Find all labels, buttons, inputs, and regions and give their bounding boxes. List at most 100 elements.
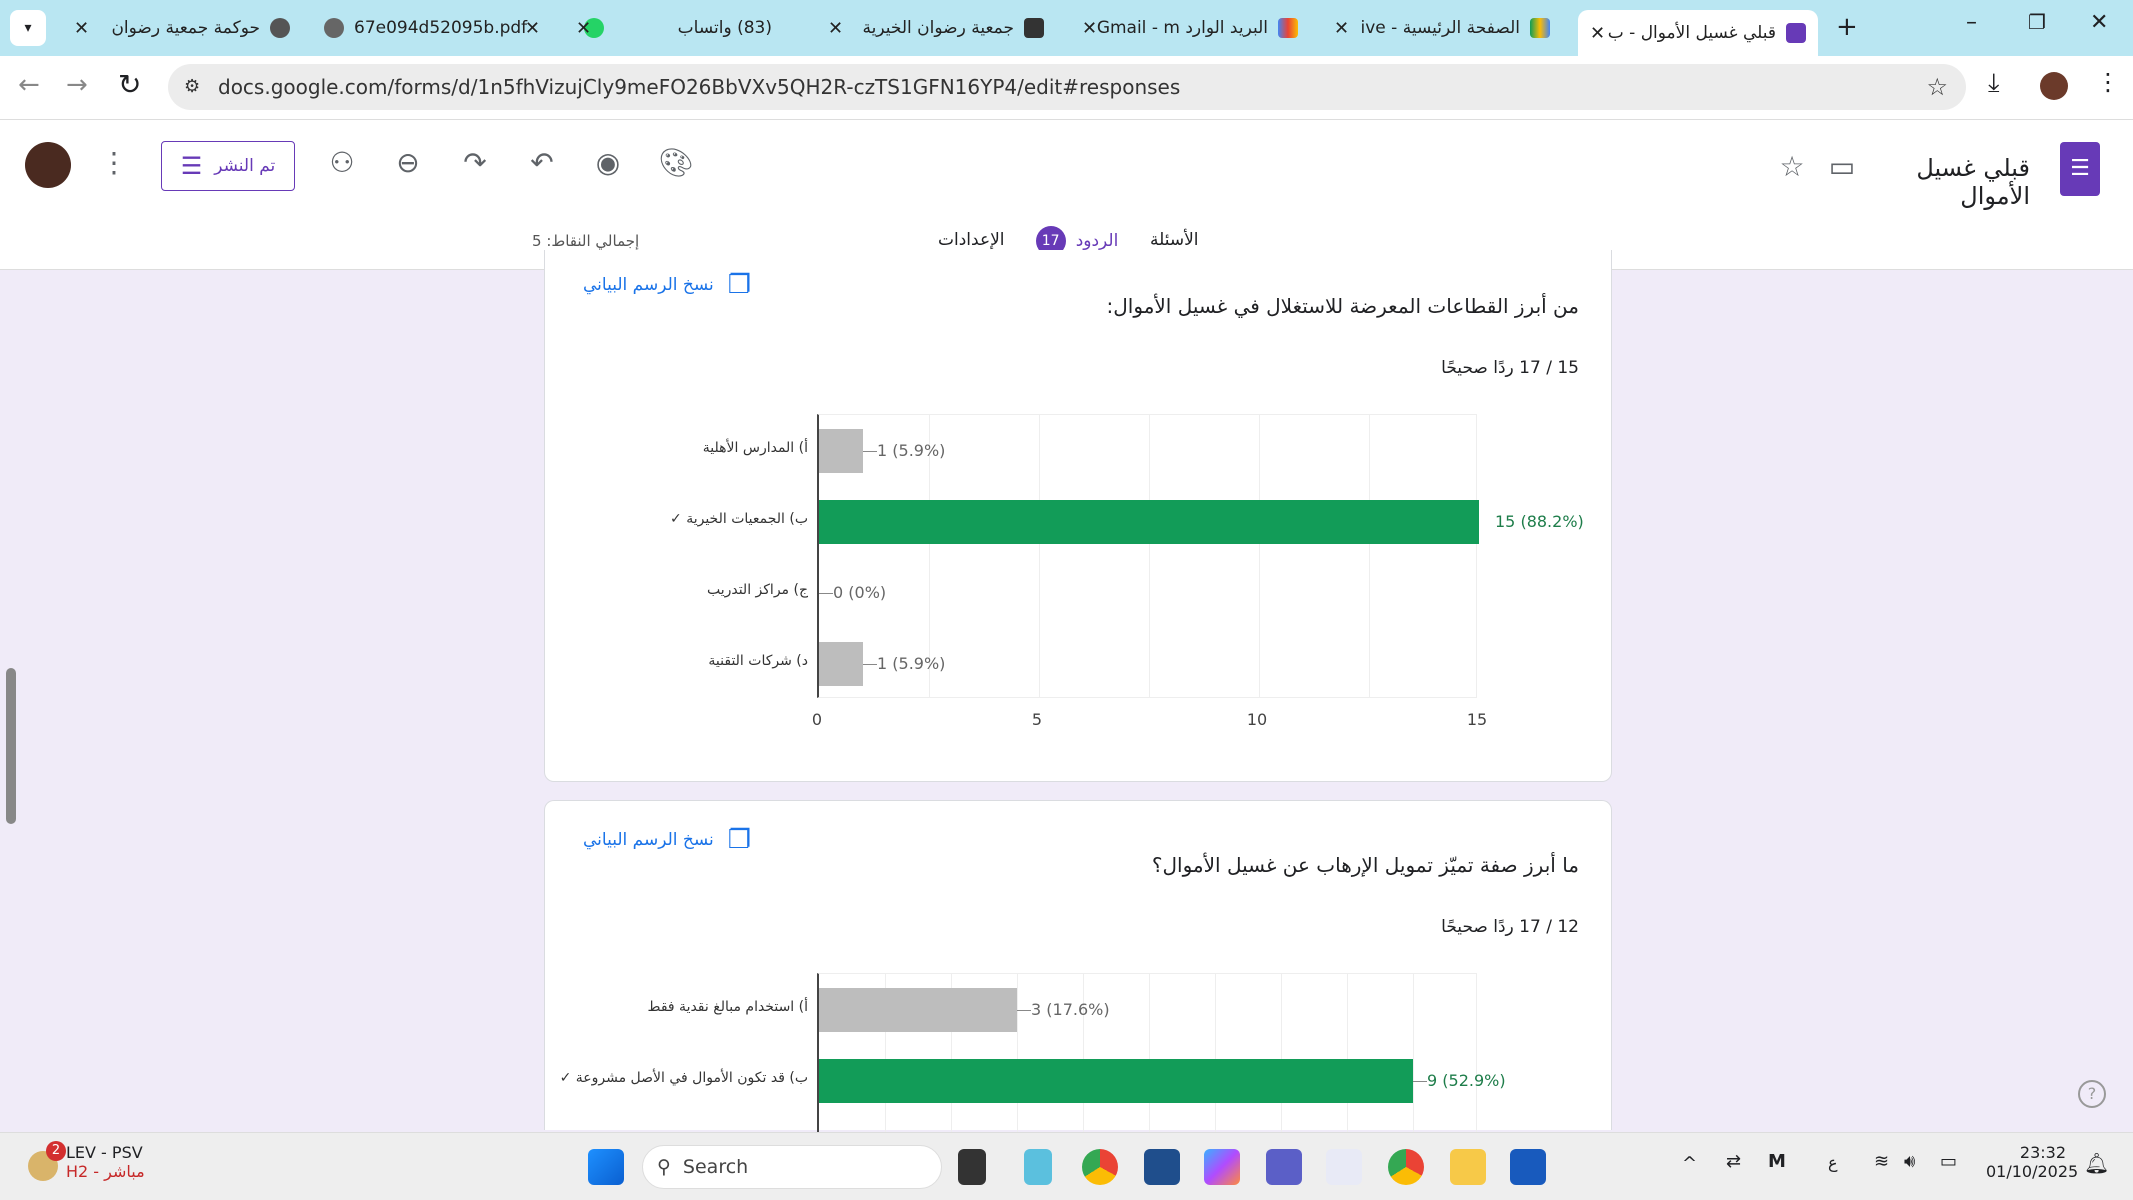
add-collaborator-icon[interactable]: ⚇ [329, 146, 355, 179]
teams-icon[interactable] [1266, 1149, 1302, 1185]
tab-settings[interactable]: الإعدادات [938, 230, 1005, 250]
bar-chart: 1 (5.9%) 15 (88.2%) 0 (0%) 1 (5.9%) أ) المدا… [545, 250, 1613, 782]
tab-label: البريد الوارد Gmail - m [1096, 18, 1268, 38]
copy-chart-button[interactable]: ❐ نسخ الرسم البياني [583, 270, 751, 300]
task-view-icon[interactable] [958, 1149, 986, 1185]
snipping-tool-icon[interactable] [1326, 1149, 1362, 1185]
folder-icon[interactable]: ▭ [1828, 150, 1856, 183]
volume-icon[interactable]: 🔊︎ [1904, 1151, 1916, 1172]
gmail-icon [1278, 18, 1298, 38]
form-title[interactable]: قبلي غسيل الأموال [1916, 154, 2030, 210]
close-tab-icon[interactable]: ✕ [1334, 17, 1350, 39]
help-icon[interactable]: ? [2078, 1080, 2106, 1108]
chrome-profile-icon[interactable] [1388, 1149, 1424, 1185]
undo-icon[interactable]: ↶ [530, 146, 554, 179]
link-icon[interactable]: ⊖ [396, 146, 420, 179]
browser-tab[interactable]: الصفحة الرئيسية - ive ✕ [1322, 8, 1562, 48]
reload-button[interactable]: ↻ [118, 68, 142, 101]
x-tick-label: 5 [1031, 710, 1043, 729]
tab-questions[interactable]: الأسئلة [1150, 230, 1199, 250]
clock[interactable]: 23:32 01/10/2025 [1986, 1143, 2078, 1181]
google-drive-icon [1530, 18, 1550, 38]
sports-widget[interactable]: 2 LEV - PSV H2 - مباشر [28, 1141, 145, 1181]
tray-m-icon[interactable]: M [1768, 1151, 1786, 1172]
new-tab-button[interactable]: + [1836, 12, 1858, 42]
copy-chart-button[interactable]: ❐ نسخ الرسم البياني [583, 825, 751, 855]
bar [819, 428, 863, 473]
widget-subtitle: H2 - مباشر [66, 1162, 145, 1181]
form-header: ⋮ تم النشر ☰ ⚇ ⊖ ↷ ↶ ◉ 🎨︎ ☆ ▭ قبلي غسيل ا… [0, 120, 2133, 270]
gridline [1259, 415, 1260, 697]
gridline [1215, 974, 1216, 1142]
browser-tab[interactable]: جمعية رضوان الخيرية ✕ [816, 8, 1056, 48]
back-button[interactable]: ← [18, 70, 40, 100]
tray-overflow-icon[interactable]: ^ [1682, 1153, 1698, 1174]
input-language[interactable]: ع [1828, 1153, 1838, 1172]
forward-button[interactable]: → [66, 70, 88, 100]
bar-leader-line [819, 592, 833, 594]
browser-menu-icon[interactable]: ⋮ [2096, 68, 2120, 96]
tab-label: جمعية رضوان الخيرية [862, 18, 1014, 38]
bar-leader-line [863, 450, 877, 452]
maximize-button[interactable]: ❐ [2028, 10, 2046, 34]
address-bar-row: ← → ↻ ⚙ docs.google.com/forms/d/1n5fhVizu… [0, 56, 2133, 120]
gridline [885, 974, 886, 1142]
browser-tab-active[interactable]: قبلي غسيل الأموال - ب ✕ [1578, 10, 1818, 56]
tab-responses-label: الردود [1075, 230, 1119, 251]
bookmark-star-icon[interactable]: ☆ [1926, 73, 1948, 101]
browser-tab[interactable]: (83) واتساب ✕ [564, 8, 804, 48]
battery-icon[interactable]: ▭ [1940, 1151, 1958, 1172]
browser-tab[interactable]: حوكمة جمعية رضوان ✕ [62, 8, 302, 48]
bar [819, 499, 1479, 544]
notepad-icon[interactable] [1024, 1149, 1052, 1185]
close-tab-icon[interactable]: ✕ [576, 17, 592, 39]
close-tab-icon[interactable]: ✕ [1590, 22, 1606, 44]
minimize-button[interactable]: – [1966, 10, 1977, 35]
browser-tab[interactable]: البريد الوارد Gmail - m ✕ [1070, 8, 1310, 48]
page-scrollbar[interactable] [6, 668, 16, 824]
redo-icon[interactable]: ↷ [463, 146, 487, 179]
published-button[interactable]: تم النشر ☰ [161, 141, 295, 191]
site-icon [270, 18, 290, 38]
close-tab-icon[interactable]: ✕ [828, 17, 844, 39]
url-text: docs.google.com/forms/d/1n5fhVizujCly9me… [218, 75, 1181, 99]
word-icon[interactable] [1510, 1149, 1546, 1185]
close-tab-icon[interactable]: ✕ [1082, 17, 1098, 39]
star-icon[interactable]: ☆ [1779, 150, 1805, 183]
windows-taskbar: 2 LEV - PSV H2 - مباشر ⚲ Search ^ ⇄ M ع ≋ … [0, 1132, 2133, 1200]
notifications-bell-icon[interactable]: 🔔︎ [2084, 1151, 2110, 1175]
download-icon[interactable]: ⤓ [1988, 68, 2000, 98]
category-label: أ) استخدام مبالغ نقدية فقط [647, 998, 808, 1015]
clock-time: 23:32 [2019, 1143, 2066, 1162]
tray-app-icon[interactable]: ⇄ [1726, 1151, 1742, 1172]
gridline [1039, 415, 1040, 697]
more-options-icon[interactable]: ⋮ [100, 146, 128, 179]
url-input[interactable]: ⚙ docs.google.com/forms/d/1n5fhVizujCly9m… [168, 64, 1966, 110]
file-explorer-icon[interactable] [1450, 1149, 1486, 1185]
correct-score: 12 / 17 ردًا صحيحًا [1441, 917, 1579, 937]
taskbar-search[interactable]: ⚲ Search [642, 1145, 942, 1189]
close-tab-icon[interactable]: ✕ [524, 17, 540, 39]
gridline [1017, 974, 1018, 1142]
x-tick-label: 10 [1246, 710, 1268, 729]
profile-avatar[interactable] [2040, 72, 2068, 100]
google-forms-logo: ☰ [2060, 142, 2100, 196]
wifi-icon[interactable]: ≋ [1874, 1151, 1890, 1172]
tab-label: (83) واتساب [677, 18, 772, 38]
chrome-icon[interactable] [1082, 1149, 1118, 1185]
x-tick-label: 0 [811, 710, 823, 729]
globe-icon [324, 18, 344, 38]
tab-search-button[interactable]: ▾ [10, 10, 46, 46]
browser-tab[interactable]: 67e094d52095b.pdf ✕ [312, 8, 552, 48]
preview-eye-icon[interactable]: ◉ [595, 146, 621, 179]
windows-start-icon[interactable] [588, 1149, 624, 1185]
copy-icon: ❐ [727, 825, 752, 855]
microsoft-store-icon[interactable] [1144, 1149, 1180, 1185]
close-window-button[interactable]: ✕ [2090, 10, 2109, 35]
site-info-icon[interactable]: ⚙ [184, 76, 201, 97]
close-tab-icon[interactable]: ✕ [74, 17, 90, 39]
user-avatar[interactable] [25, 142, 71, 188]
palette-icon[interactable]: 🎨︎ [658, 146, 694, 179]
m365-copilot-icon[interactable] [1204, 1149, 1240, 1185]
gridline [1149, 415, 1150, 697]
